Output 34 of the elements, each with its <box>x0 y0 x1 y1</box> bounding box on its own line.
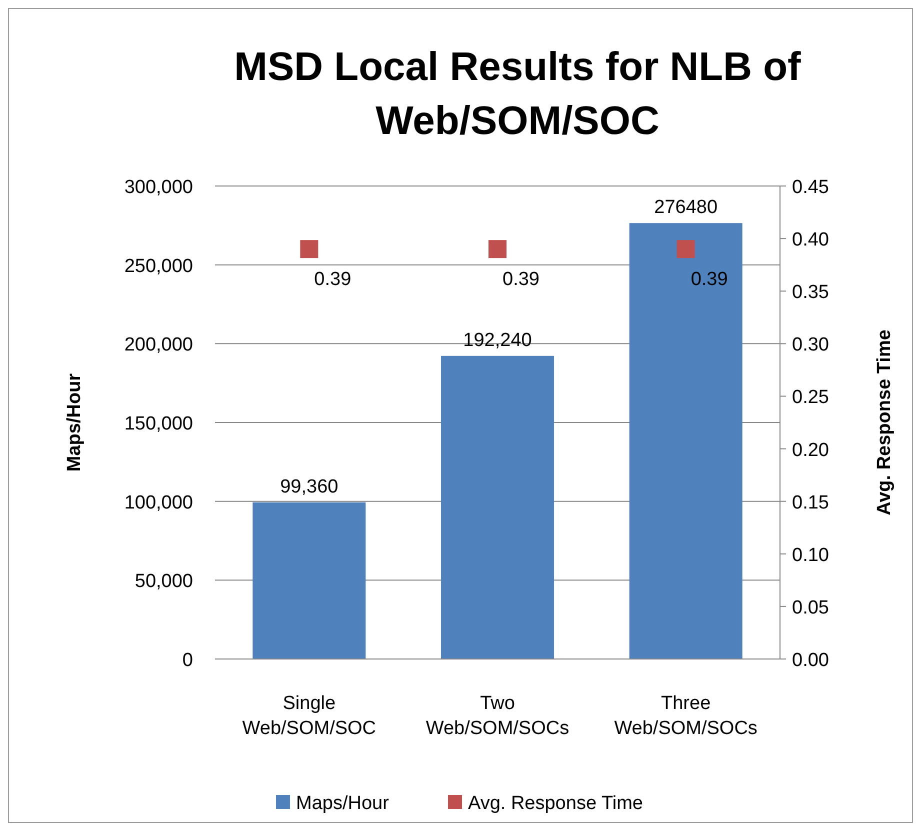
data-label: 0.39 <box>502 269 540 290</box>
y-tick-label: 50,000 <box>134 571 193 592</box>
y-axis-title: Maps/Hour <box>64 372 85 472</box>
data-label: 276480 <box>654 197 718 218</box>
y2-tick-label: 0.25 <box>792 387 829 408</box>
y-tick-label: 250,000 <box>124 256 193 277</box>
y-tick-label: 300,000 <box>124 177 193 198</box>
x-tick-label: Two Web/SOM/SOCs <box>426 693 570 739</box>
y-tick-label: 200,000 <box>124 334 193 356</box>
x-tick-label: Three Web/SOM/SOCs <box>614 693 758 739</box>
y2-tick-label: 0.45 <box>792 177 829 198</box>
legend-label: Avg. Response Time <box>468 793 643 814</box>
legend-label: Maps/Hour <box>296 793 390 814</box>
bar <box>252 502 366 659</box>
data-label: 0.39 <box>690 269 728 290</box>
y-tick-label: 150,000 <box>124 414 193 434</box>
y2-tick-label: 0.20 <box>792 440 829 461</box>
y-tick-label: 100,000 <box>124 492 193 514</box>
y-tick-label: 0 <box>182 650 193 671</box>
y2-tick-label: 0.05 <box>792 597 829 618</box>
bar <box>629 223 742 659</box>
data-label: 0.39 <box>314 269 352 290</box>
data-label: 99,360 <box>280 476 338 498</box>
x-tick-label: Single Web/SOM/SOC <box>242 693 376 739</box>
y2-tick-label: 0.15 <box>792 492 829 514</box>
y2-tick-label: 0.10 <box>792 544 829 566</box>
bar <box>441 356 554 659</box>
y2-tick-label: 0.40 <box>792 230 829 251</box>
y2-axis-title: Avg. Response Time <box>874 330 895 516</box>
y2-tick-label: 0.30 <box>792 334 829 356</box>
chart-title: MSD Local Results for NLB of Web/SOM/SOC <box>234 45 802 143</box>
y2-tick-label: 0.35 <box>792 282 829 304</box>
y2-tick-label: 0.00 <box>792 650 829 671</box>
data-label: 192,240 <box>463 330 532 351</box>
